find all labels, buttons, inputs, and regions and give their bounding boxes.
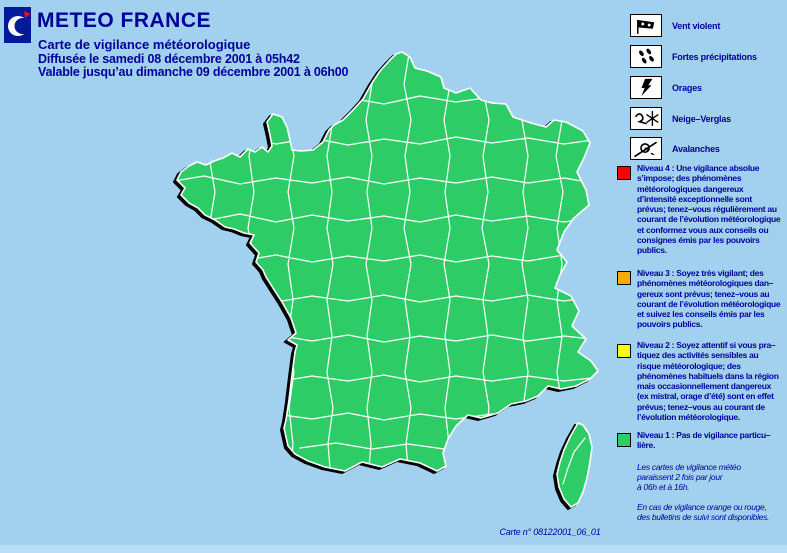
snowflake-road-icon <box>630 107 662 130</box>
legend-label-orages: Orages <box>672 83 702 93</box>
level-2-color-swatch <box>617 344 631 358</box>
logo-red-flag <box>24 11 31 18</box>
corsica-region[interactable] <box>556 422 593 508</box>
windsock-icon <box>630 14 662 37</box>
page-title: Carte de vigilance météorologique <box>38 37 251 52</box>
level-4-color-swatch <box>617 166 631 180</box>
meteo-france-logo <box>4 7 31 43</box>
lightning-icon <box>630 76 662 99</box>
bulletins-note: En cas de vigilance orange ou rouge, des… <box>637 502 770 522</box>
level-4-description: Niveau 4 : Une vigilance absolue s’impos… <box>637 163 781 256</box>
raindrops-icon <box>630 45 662 68</box>
mainland-france-region[interactable] <box>176 51 599 472</box>
legend-label-vent-violent: Vent violent <box>672 21 721 31</box>
level-3-description: Niveau 3 : Soyez très vigilant; des phén… <box>637 268 781 330</box>
brand-title: METEO FRANCE <box>37 9 211 32</box>
publication-schedule-note: Les cartes de vigilance météo paraissent… <box>637 462 741 492</box>
avalanche-icon <box>630 137 662 160</box>
level-1-color-swatch <box>617 433 631 447</box>
legend-label-avalanches: Avalanches <box>672 144 720 154</box>
corsica-department-border <box>562 437 586 485</box>
legend-label-neige-verglas: Neige–Verglas <box>672 114 731 124</box>
level-2-description: Niveau 2 : Soyez attentif si vous pra– t… <box>637 340 779 423</box>
bottom-strip <box>0 545 787 553</box>
valid-until-datetime: Valable jusqu’au dimanche 09 décembre 20… <box>38 65 349 79</box>
level-1-description: Niveau 1 : Pas de vigilance particu– liè… <box>637 430 771 451</box>
issued-datetime: Diffusée le samedi 08 décembre 2001 à 05… <box>38 52 300 66</box>
card-number: Carte n° 08122001_06_01 <box>499 527 601 537</box>
legend-label-fortes-precipitations: Fortes précipitations <box>672 52 757 62</box>
level-3-color-swatch <box>617 271 631 285</box>
